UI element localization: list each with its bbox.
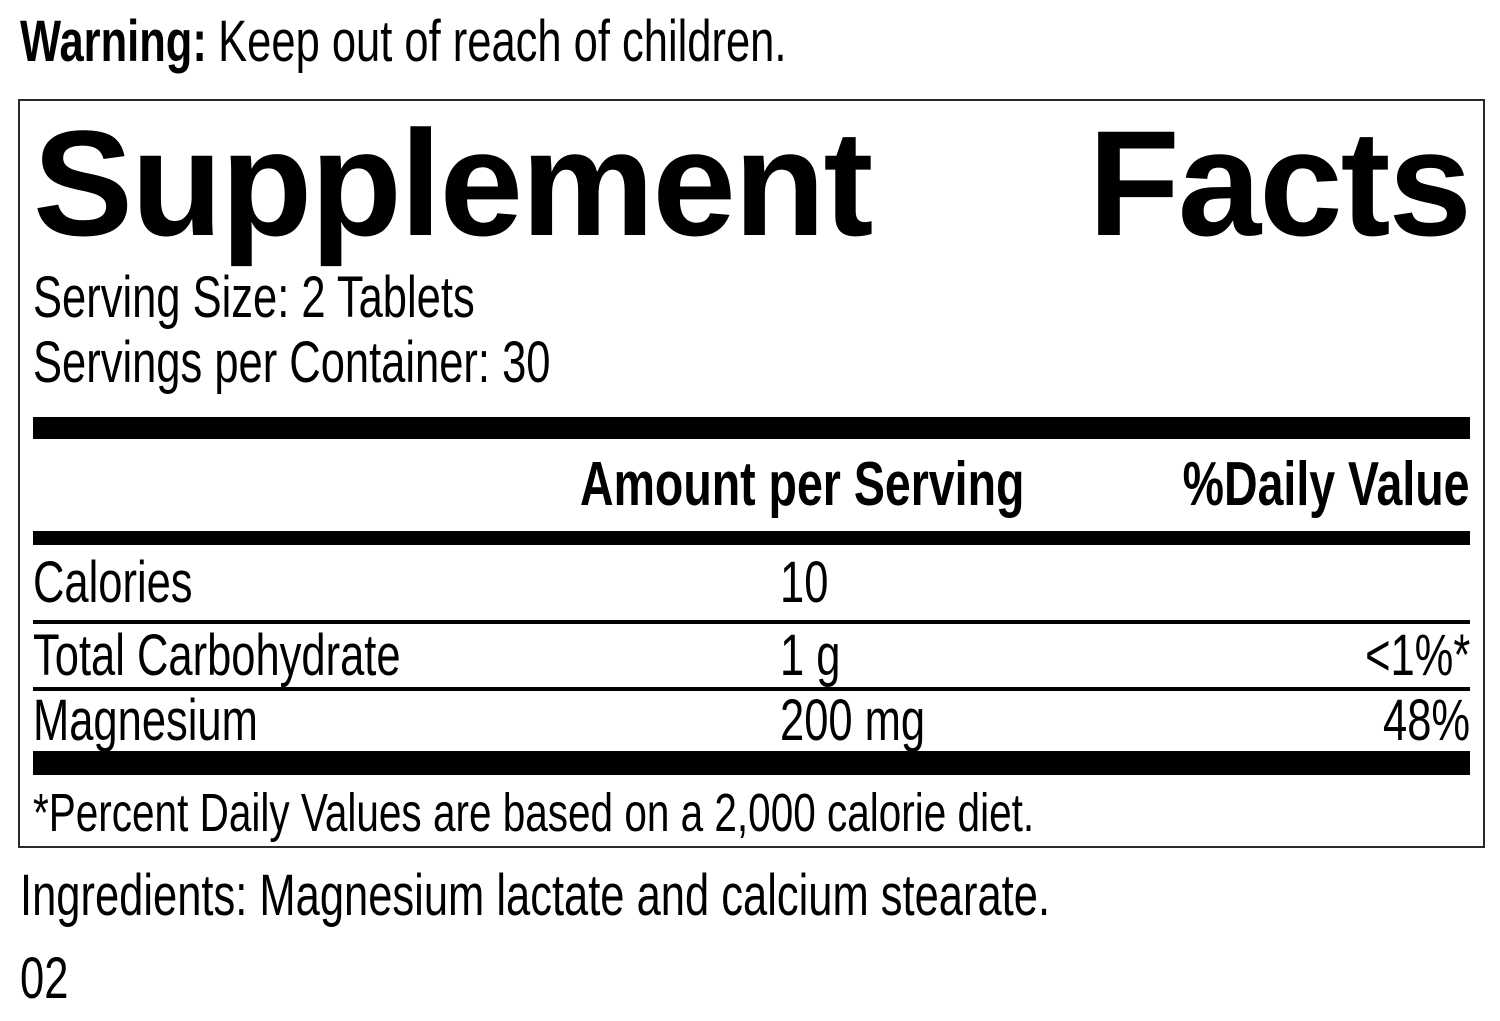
nutrient-name: Total Carbohydrate bbox=[33, 623, 401, 688]
ingredients-text: Ingredients: Magnesium lactate and calci… bbox=[20, 863, 1051, 928]
warning-label: Warning: bbox=[20, 9, 207, 74]
table-column-header: Amount per Serving %Daily Value bbox=[33, 439, 1470, 531]
table-row-total-carbohydrate: Total Carbohydrate 1 g <1%* bbox=[33, 620, 1470, 687]
label-code-text: 02 bbox=[20, 946, 69, 1011]
nutrient-name: Calories bbox=[33, 550, 193, 615]
warning-text: Keep out of reach of children. bbox=[218, 9, 787, 74]
warning-line: Warning: Keep out of reach of children. bbox=[20, 12, 1042, 72]
ingredients-line: Ingredients: Magnesium lactate and calci… bbox=[20, 866, 1393, 926]
divider-bar-below-header bbox=[33, 531, 1470, 545]
amount-per-serving-header: Amount per Serving bbox=[580, 450, 1025, 519]
warning-line-text: Warning: Keep out of reach of children. bbox=[20, 12, 786, 72]
table-row-calories: Calories 10 bbox=[33, 545, 1470, 620]
nutrient-daily-value: 48% bbox=[1382, 688, 1470, 753]
nutrient-amount: 200 mg bbox=[780, 688, 926, 753]
servings-per-container-line: Servings per Container: 30 bbox=[33, 332, 723, 394]
table-row-magnesium: Magnesium 200 mg 48% bbox=[33, 687, 1470, 751]
nutrient-daily-value: <1%* bbox=[1364, 623, 1470, 688]
nutrient-rows: Calories 10 Total Carbohydrate 1 g <1%* … bbox=[33, 545, 1470, 751]
serving-size-text: Serving Size: 2 Tablets bbox=[33, 265, 475, 330]
supplement-facts-content: Supplement Facts Serving Size: 2 Tablets… bbox=[33, 99, 1472, 846]
servings-per-container-text: Servings per Container: 30 bbox=[33, 330, 551, 395]
supplement-facts-panel: Supplement Facts Serving Size: 2 Tablets… bbox=[18, 99, 1485, 848]
panel-title-word-facts: Facts bbox=[1088, 99, 1472, 267]
daily-value-footnote: *Percent Daily Values are based on a 2,0… bbox=[33, 785, 1368, 841]
label-code: 02 bbox=[20, 948, 85, 1010]
nutrient-name: Magnesium bbox=[33, 688, 258, 753]
panel-title-word-supplement: Supplement bbox=[33, 99, 873, 267]
nutrient-amount: 1 g bbox=[780, 623, 841, 688]
nutrient-amount: 10 bbox=[780, 550, 829, 615]
serving-size-line: Serving Size: 2 Tablets bbox=[33, 267, 622, 329]
panel-title: Supplement Facts bbox=[33, 99, 1472, 267]
daily-value-footnote-text: *Percent Daily Values are based on a 2,0… bbox=[33, 783, 1035, 843]
daily-value-header: %Daily Value bbox=[1183, 450, 1470, 519]
divider-bar-thick-bottom bbox=[33, 751, 1470, 775]
divider-bar-thick-top bbox=[33, 417, 1470, 439]
